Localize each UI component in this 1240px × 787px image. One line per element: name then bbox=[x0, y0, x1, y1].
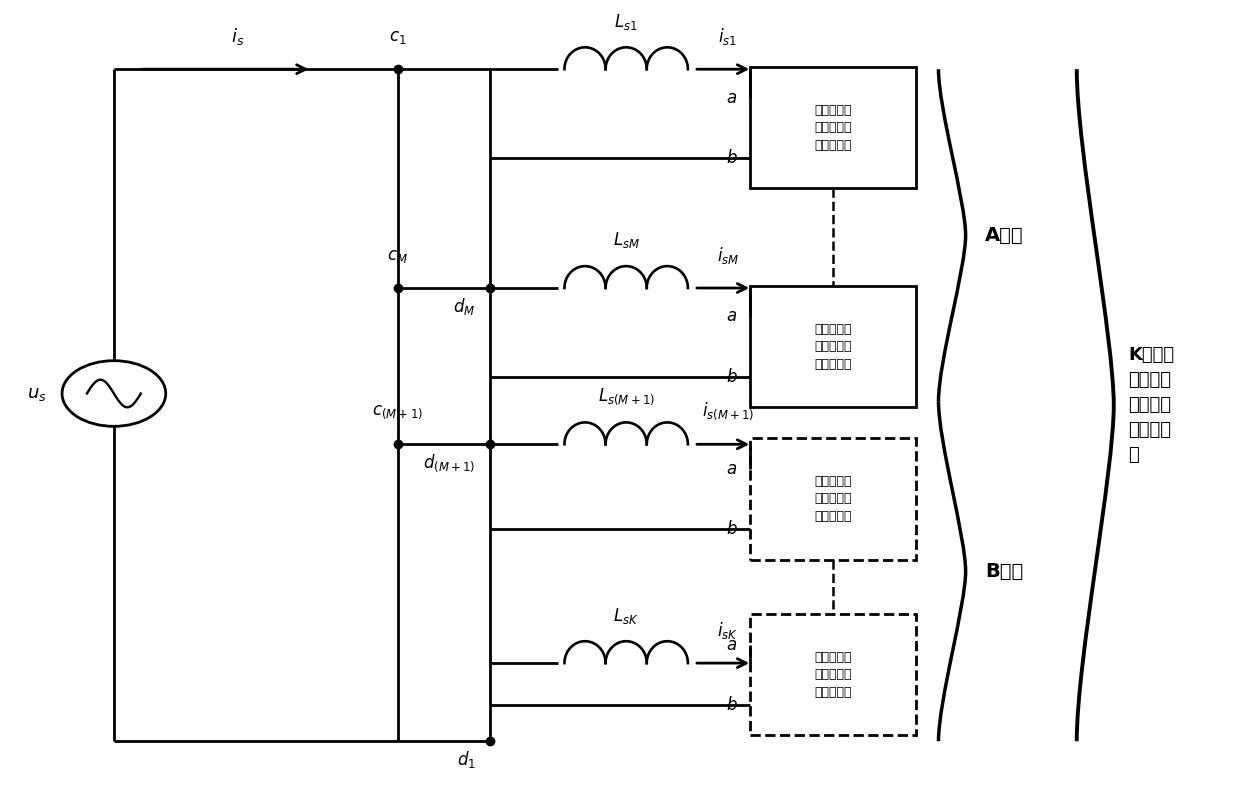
Text: 能量单向流
动可控整流
器模块单元: 能量单向流 动可控整流 器模块单元 bbox=[815, 475, 852, 523]
Text: 能量单向流
动可控整流
器模块单元: 能量单向流 动可控整流 器模块单元 bbox=[815, 323, 852, 371]
Text: $a$: $a$ bbox=[727, 636, 738, 653]
Text: $i_{sM}$: $i_{sM}$ bbox=[717, 245, 739, 266]
Bar bbox=[750, 438, 916, 560]
Text: $d_1$: $d_1$ bbox=[456, 749, 476, 770]
Text: $u_s$: $u_s$ bbox=[27, 385, 47, 402]
Text: $d_{(M+1)}$: $d_{(M+1)}$ bbox=[423, 452, 476, 474]
Text: $b$: $b$ bbox=[725, 149, 738, 167]
Bar bbox=[750, 286, 916, 407]
Text: $i_{s(M+1)}$: $i_{s(M+1)}$ bbox=[702, 401, 754, 423]
Text: $a$: $a$ bbox=[727, 308, 738, 325]
Text: $a$: $a$ bbox=[727, 88, 738, 106]
Text: $c_M$: $c_M$ bbox=[387, 246, 408, 264]
Text: 能量单向流
动可控整流
器模块单元: 能量单向流 动可控整流 器模块单元 bbox=[815, 104, 852, 152]
Text: $i_{s1}$: $i_{s1}$ bbox=[718, 26, 738, 47]
Text: A模块: A模块 bbox=[986, 226, 1024, 245]
Text: $L_{sM}$: $L_{sM}$ bbox=[613, 231, 640, 250]
Bar bbox=[750, 615, 916, 735]
Bar bbox=[750, 67, 916, 188]
Text: $i_{sK}$: $i_{sK}$ bbox=[718, 620, 739, 641]
Text: $a$: $a$ bbox=[727, 460, 738, 478]
Text: $L_{s(M+1)}$: $L_{s(M+1)}$ bbox=[598, 386, 655, 407]
Text: $b$: $b$ bbox=[725, 368, 738, 386]
Text: $c_1$: $c_1$ bbox=[389, 28, 407, 46]
Text: 能量单向流
动可控整流
器模块单元: 能量单向流 动可控整流 器模块单元 bbox=[815, 651, 852, 699]
Text: $i_s$: $i_s$ bbox=[231, 26, 244, 47]
Text: $c_{(M+1)}$: $c_{(M+1)}$ bbox=[372, 403, 423, 421]
Text: K个能量
单向流动
可控整流
器模块单
元: K个能量 单向流动 可控整流 器模块单 元 bbox=[1128, 346, 1174, 464]
Text: $L_{s1}$: $L_{s1}$ bbox=[614, 12, 639, 31]
Text: $b$: $b$ bbox=[725, 696, 738, 714]
Text: $L_{sK}$: $L_{sK}$ bbox=[614, 605, 639, 626]
Text: $b$: $b$ bbox=[725, 520, 738, 538]
Text: B模块: B模块 bbox=[986, 562, 1024, 581]
Text: $d_M$: $d_M$ bbox=[454, 296, 476, 317]
